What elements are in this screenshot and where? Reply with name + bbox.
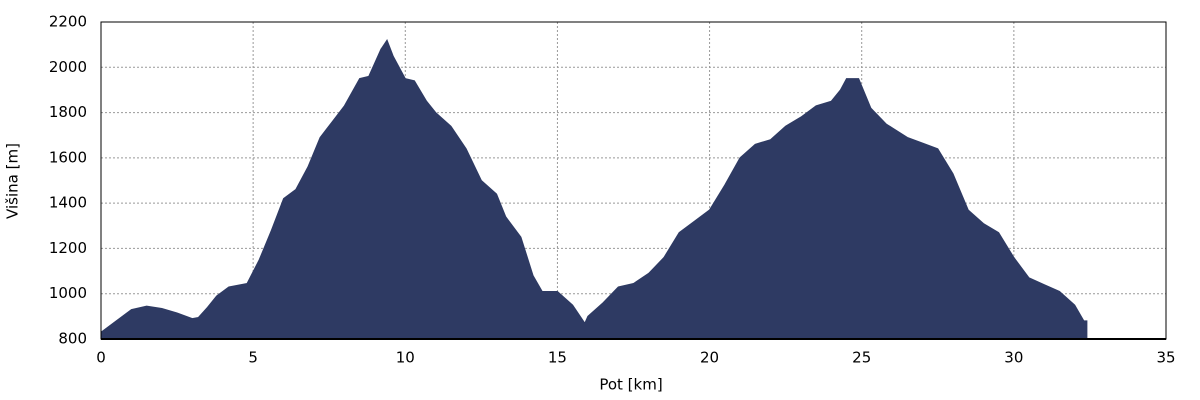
y-tick-label: 2200 xyxy=(49,13,87,31)
elevation-area xyxy=(100,39,1088,340)
x-tick-label: 35 xyxy=(1156,349,1175,367)
x-tick-label: 15 xyxy=(548,349,567,367)
plot-frame xyxy=(100,21,1167,340)
x-tick-label: 10 xyxy=(396,349,415,367)
x-tick-label: 5 xyxy=(248,349,258,367)
x-tick-label: 30 xyxy=(1004,349,1023,367)
y-tick-label: 2000 xyxy=(49,58,87,76)
y-tick-label: 800 xyxy=(58,330,87,348)
y-tick-label: 1400 xyxy=(49,194,87,212)
y-tick-label: 1800 xyxy=(49,103,87,121)
y-tick-label: 1000 xyxy=(49,284,87,302)
x-tick-label: 25 xyxy=(852,349,871,367)
y-axis-label: Višina [m] xyxy=(4,143,22,219)
x-tick-label: 0 xyxy=(96,349,106,367)
y-tick-label: 1200 xyxy=(49,239,87,257)
y-tick-label: 1600 xyxy=(49,148,87,166)
x-axis-label: Pot [km] xyxy=(599,376,662,394)
x-tick-label: 20 xyxy=(700,349,719,367)
